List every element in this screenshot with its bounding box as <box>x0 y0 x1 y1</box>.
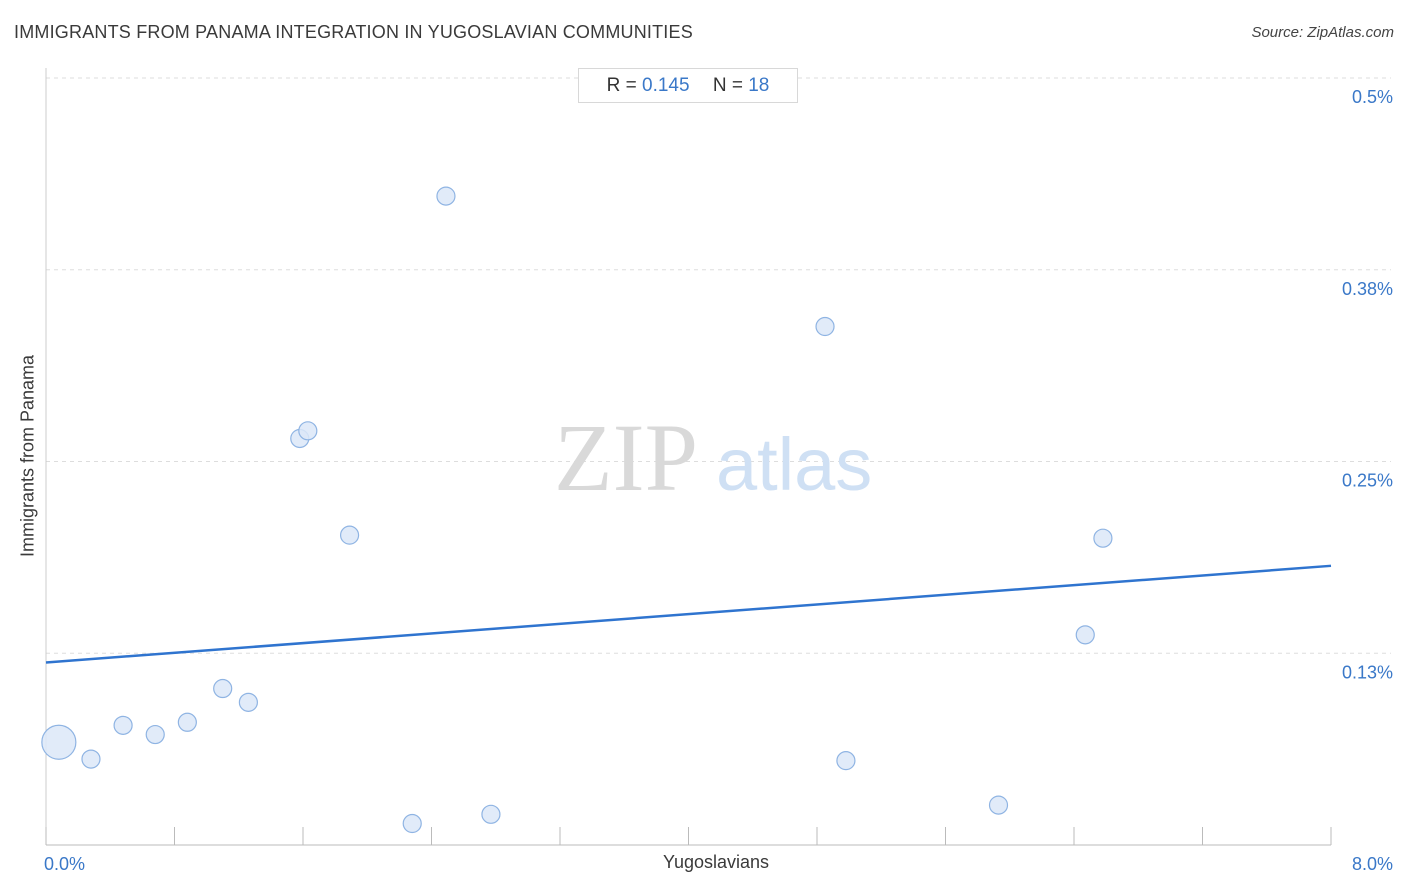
y-tick-labels: 0.13% 0.25% 0.38% 0.5% <box>1342 87 1393 682</box>
data-point <box>177 712 197 732</box>
data-point <box>298 421 318 441</box>
n-label: N = <box>712 75 743 96</box>
y-axis-label: Immigrants from Panama <box>17 354 38 558</box>
data-point <box>145 724 165 745</box>
gridlines <box>46 77 1391 654</box>
watermark: ZIP atlas <box>554 404 872 511</box>
x-axis-label: Yugoslavians <box>662 852 770 872</box>
x-tick-label: 8.0% <box>1352 854 1393 874</box>
source-credit: Source: ZipAtlas.com <box>1251 24 1394 41</box>
y-tick-label: 0.38% <box>1342 279 1393 299</box>
data-point <box>339 525 360 545</box>
data-point <box>436 186 456 206</box>
data-point <box>815 316 835 337</box>
data-point <box>402 813 422 834</box>
data-point <box>113 715 133 735</box>
chart-title: IMMIGRANTS FROM PANAMA INTEGRATION IN YU… <box>14 22 693 42</box>
y-tick-label: 0.25% <box>1342 471 1393 491</box>
data-point <box>238 692 258 712</box>
data-point <box>213 678 233 699</box>
y-tick-label: 0.5% <box>1352 87 1393 107</box>
watermark-atlas: atlas <box>716 423 872 506</box>
trendline <box>45 564 1332 664</box>
data-point <box>836 751 856 771</box>
watermark-zip: ZIP <box>554 404 698 511</box>
data-point <box>1093 528 1113 548</box>
data-point <box>988 795 1009 815</box>
data-point <box>41 724 77 760</box>
y-tick-label: 0.13% <box>1342 662 1393 682</box>
r-label: R = <box>606 75 637 96</box>
data-point <box>81 749 101 769</box>
n-value: 18 <box>748 75 770 96</box>
data-point <box>1075 625 1095 645</box>
data-points <box>41 186 1113 834</box>
data-point <box>481 804 501 824</box>
trendline-group <box>45 564 1332 664</box>
x-tick-labels: 0.0% 8.0% <box>44 854 1393 874</box>
x-tick-label: 0.0% <box>44 854 85 874</box>
stats-box: R = 0.145 N = 18 <box>578 68 798 103</box>
r-value: 0.145 <box>642 75 690 96</box>
axes <box>45 68 1332 846</box>
